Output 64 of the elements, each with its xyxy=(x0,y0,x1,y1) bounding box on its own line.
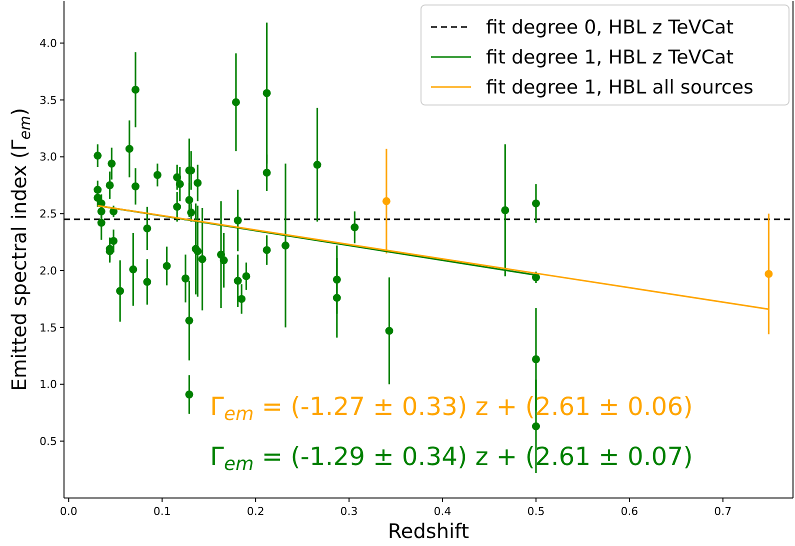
y-tick-label: 2.0 xyxy=(40,264,57,278)
point xyxy=(242,272,250,280)
point xyxy=(143,224,152,232)
x-tick-label: 0.6 xyxy=(620,505,638,518)
point xyxy=(185,196,194,204)
point xyxy=(385,326,394,335)
point xyxy=(532,199,540,208)
x-tick-label: 0.1 xyxy=(153,505,171,518)
point xyxy=(532,355,540,364)
point xyxy=(153,171,162,180)
point xyxy=(764,270,773,278)
point xyxy=(532,422,540,430)
point xyxy=(198,255,206,264)
point xyxy=(262,89,271,98)
x-tick-label: 0.2 xyxy=(246,505,264,518)
point xyxy=(350,223,359,232)
point xyxy=(382,197,390,206)
x-tick-label: 0.4 xyxy=(434,505,452,518)
point xyxy=(262,168,271,177)
point xyxy=(162,262,171,270)
point xyxy=(106,181,114,190)
point xyxy=(143,278,152,286)
point xyxy=(97,218,106,227)
point xyxy=(108,160,116,168)
point xyxy=(132,86,140,94)
legend-label: fit degree 1, HBL z TeVCat xyxy=(486,46,734,69)
point xyxy=(194,247,202,256)
point xyxy=(501,206,510,214)
point xyxy=(262,246,271,254)
point xyxy=(313,160,322,169)
y-tick-label: 2.5 xyxy=(40,208,57,221)
x-tick-label: 0.7 xyxy=(714,505,732,518)
legend-label: fit degree 0, HBL z TeVCat xyxy=(486,16,734,39)
y-tick-label: 0.5 xyxy=(40,434,57,448)
point xyxy=(220,256,228,264)
point xyxy=(116,287,124,296)
x-axis-title: Redshift xyxy=(388,519,470,543)
point xyxy=(232,98,240,106)
x-tick-label: 0.0 xyxy=(60,505,78,518)
point xyxy=(94,152,102,160)
x-tick-label: 0.3 xyxy=(340,505,358,518)
legend-label: fit degree 1, HBL all sources xyxy=(486,76,754,99)
y-tick-label: 3.0 xyxy=(40,150,57,164)
point xyxy=(332,294,341,302)
x-tick-label: 0.5 xyxy=(527,505,545,518)
y-tick-label: 1.0 xyxy=(40,378,57,392)
point xyxy=(185,390,194,399)
point xyxy=(187,208,196,217)
point xyxy=(132,182,140,190)
point xyxy=(125,144,134,153)
point xyxy=(129,265,138,274)
point xyxy=(182,274,190,282)
point xyxy=(234,216,242,224)
point xyxy=(176,180,184,188)
point xyxy=(238,294,246,303)
point xyxy=(194,178,202,187)
point xyxy=(173,202,182,211)
point xyxy=(234,276,242,285)
y-tick-label: 1.5 xyxy=(40,321,57,334)
y-tick-label: 4.0 xyxy=(40,36,57,50)
point xyxy=(282,242,290,250)
point xyxy=(110,236,118,245)
point xyxy=(185,316,194,325)
y-tick-label: 3.5 xyxy=(40,94,57,107)
